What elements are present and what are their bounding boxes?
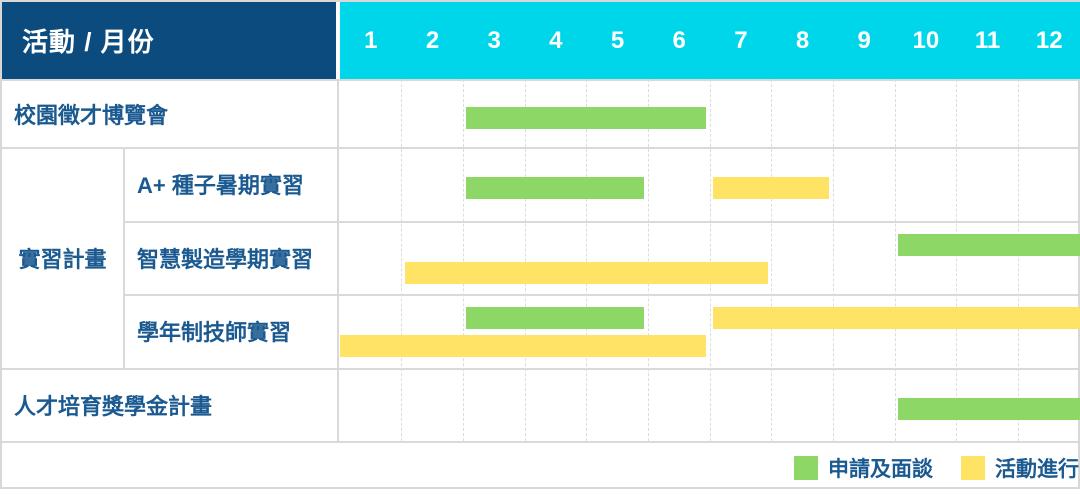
legend-label-activity-ongoing: 活動進行 xyxy=(995,458,1079,481)
row-divider xyxy=(123,294,1078,296)
header-activity-month: 活動 / 月份 xyxy=(2,2,336,79)
gantt-bar-green-row1 xyxy=(466,107,706,129)
month-grid-line xyxy=(832,79,834,441)
month-header-9: 9 xyxy=(857,26,871,54)
legend: 申請及面談 活動進行 xyxy=(794,451,1079,485)
row-label-talent-scholarship-program: 人才培育獎學金計畫 xyxy=(14,393,213,419)
month-grid-line xyxy=(647,79,649,441)
month-header-3: 3 xyxy=(487,26,501,54)
month-grid-line xyxy=(401,79,403,441)
month-grid-line xyxy=(586,79,588,441)
row-label-school-year-technician-internship: 學年制技師實習 xyxy=(137,320,292,345)
gantt-bar-green-row2 xyxy=(466,177,645,199)
month-header-1: 1 xyxy=(364,26,378,54)
row-divider xyxy=(123,221,1078,223)
month-grid-line xyxy=(956,79,958,441)
month-header-5: 5 xyxy=(610,26,625,54)
legend-label-apply-interview: 申請及面談 xyxy=(828,458,933,481)
label-grid-divider xyxy=(337,79,339,441)
month-grid-line xyxy=(771,79,773,441)
gantt-bar-yellow-row2 xyxy=(713,177,830,199)
month-grid-line xyxy=(524,79,526,441)
gantt-bar-green-row3 xyxy=(898,234,1080,256)
gantt-bar-yellow-row4 xyxy=(340,335,706,357)
month-header-4: 4 xyxy=(549,26,563,54)
month-header-10: 10 xyxy=(912,26,940,54)
row-label-campus-recruitment-fair: 校園徵才博覽會 xyxy=(14,102,169,128)
row-divider xyxy=(2,147,1078,149)
month-grid-line xyxy=(1017,79,1019,441)
row-label-aplus-summer-internship: A+ 種子暑期實習 xyxy=(137,173,304,198)
gantt-bar-green-row4 xyxy=(466,307,645,329)
gantt-bar-yellow-row3 xyxy=(404,262,768,284)
group-label-internship-program: 實習計畫 xyxy=(18,246,107,272)
legend-swatch-apply-interview xyxy=(794,456,818,480)
month-grid-line xyxy=(462,79,464,441)
month-header-7: 7 xyxy=(734,26,748,54)
column-divider xyxy=(123,147,125,368)
row-divider xyxy=(2,441,1078,443)
month-header-12: 12 xyxy=(1035,26,1063,54)
row-label-smart-manufacturing-semester-internship: 智慧製造學期實習 xyxy=(137,246,314,272)
month-header-row: 1 2 3 4 5 6 7 8 9 10 11 12 xyxy=(340,2,1080,79)
month-header-8: 8 xyxy=(795,26,810,54)
month-header-2: 2 xyxy=(425,26,440,54)
gantt-bar-yellow-row4 xyxy=(713,307,1080,329)
gantt-bar-green-row5 xyxy=(898,398,1080,420)
month-header-6: 6 xyxy=(672,26,686,54)
month-header-11: 11 xyxy=(974,26,1001,54)
month-grid-line xyxy=(709,79,711,441)
legend-swatch-activity-ongoing xyxy=(961,456,985,480)
row-divider xyxy=(2,79,1078,81)
gantt-grid xyxy=(340,79,1080,441)
row-divider xyxy=(2,368,1078,370)
month-grid-line xyxy=(894,79,896,441)
header-title: 活動 / 月份 xyxy=(22,27,155,57)
